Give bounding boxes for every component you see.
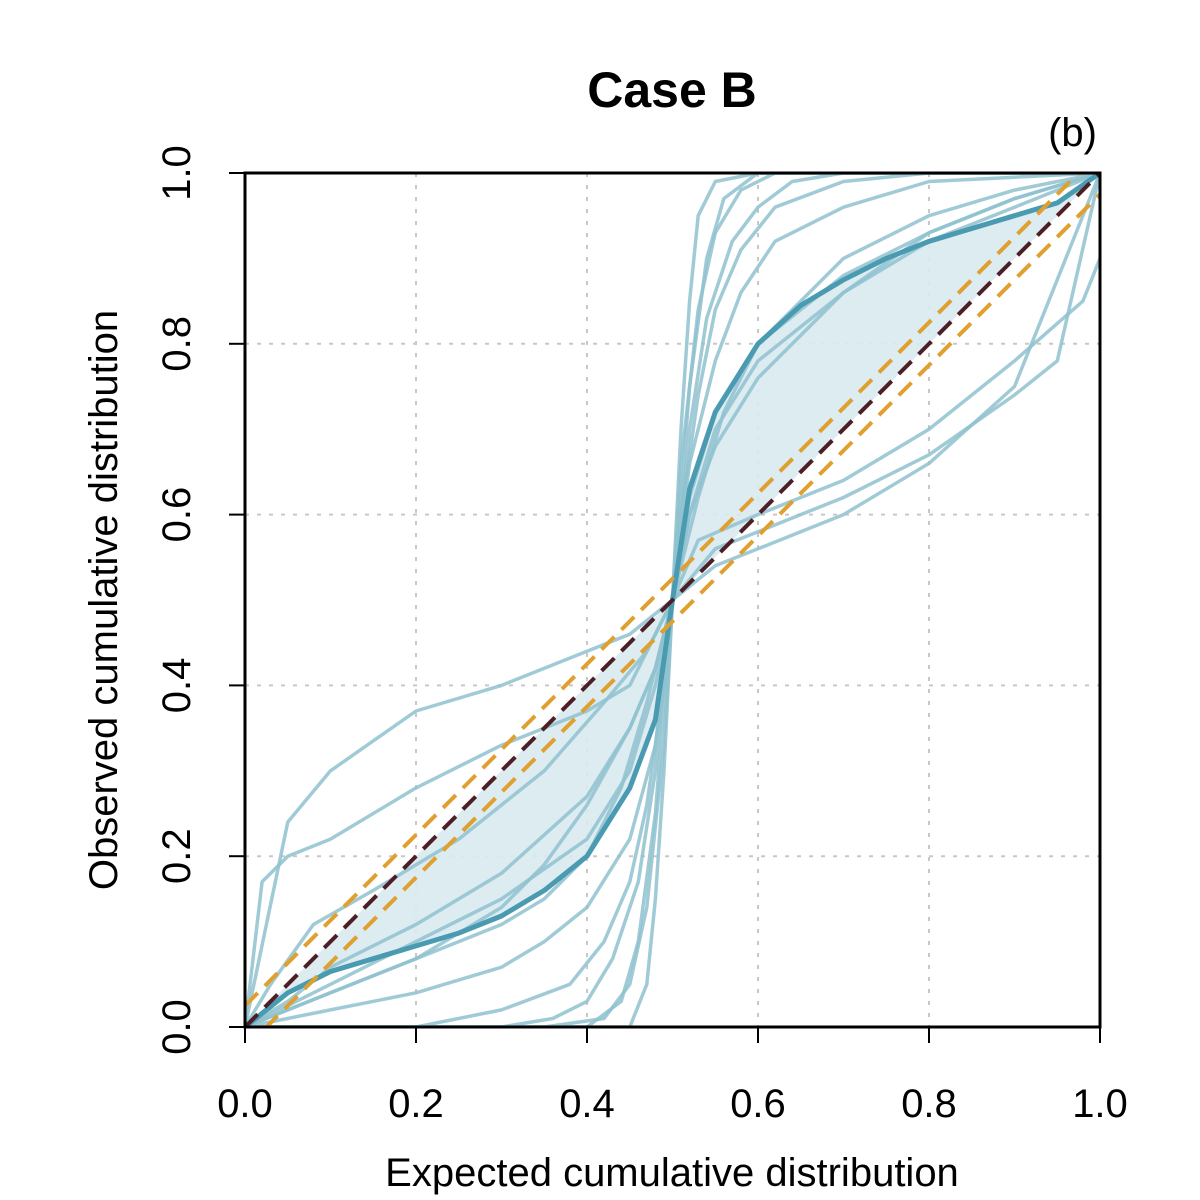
replicate-line-1: [245, 173, 1100, 1027]
x-tick-label: 0.8: [901, 1082, 957, 1126]
y-tick-label: 0.2: [155, 828, 199, 884]
x-tick-label: 0.2: [388, 1082, 444, 1126]
replicate-line-13: [245, 173, 1100, 1027]
panel-label: (b): [1048, 111, 1097, 155]
y-axis: 0.0 0.2 0.4 0.6 0.8 1.0: [155, 145, 245, 1055]
y-tick-label: 0.0: [155, 999, 199, 1055]
x-tick-label: 0.6: [730, 1082, 786, 1126]
replicate-line-3: [245, 257, 1100, 1027]
y-tick-label: 0.4: [155, 658, 199, 714]
x-axis-label: Expected cumulative distribution: [385, 1151, 959, 1195]
y-tick-label: 0.8: [155, 316, 199, 372]
x-tick-label: 0.0: [217, 1082, 273, 1126]
chart-title: Case B: [587, 62, 757, 118]
x-tick-label: 0.4: [559, 1082, 615, 1126]
y-tick-label: 0.6: [155, 487, 199, 543]
x-tick-label: 1.0: [1072, 1082, 1128, 1126]
y-axis-label: Observed cumulative distribution: [82, 310, 126, 890]
bound-line-1: [245, 173, 1082, 1008]
plot-area: [245, 173, 1100, 1027]
x-axis: 0.0 0.2 0.4 0.6 0.8 1.0: [217, 1027, 1128, 1126]
bound-line-2: [263, 192, 1100, 1027]
plot-frame: [243, 171, 1102, 1029]
y-tick-label: 1.0: [155, 145, 199, 201]
identity-line: [245, 173, 1100, 1027]
